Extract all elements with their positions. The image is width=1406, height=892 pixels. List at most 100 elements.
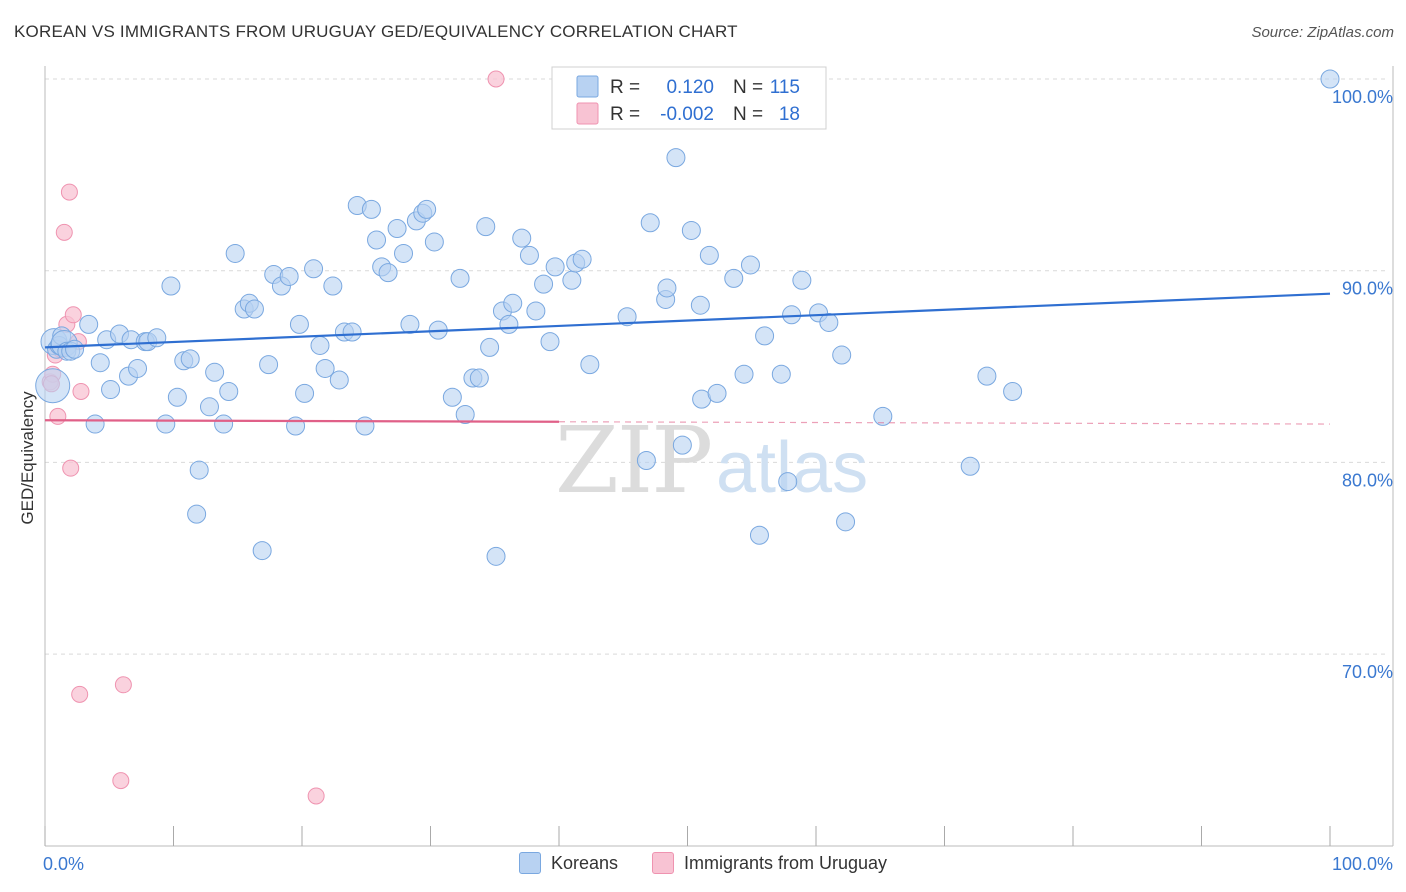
data-point-korean: [960, 456, 980, 476]
stats-n-label: N =: [733, 77, 763, 98]
gridlines: [45, 78, 1388, 655]
data-point-korean: [540, 332, 560, 352]
y-tick-label: 70.0%: [1342, 662, 1393, 682]
data-point-korean: [189, 460, 209, 480]
y-tick-label: 90.0%: [1342, 279, 1393, 299]
data-point-korean: [315, 358, 335, 378]
watermark-atlas: atlas: [716, 428, 868, 508]
data-point-korean: [977, 366, 997, 386]
data-point-korean: [85, 414, 105, 434]
data-point-korean: [329, 370, 349, 390]
stats-n-value: 18: [779, 104, 800, 125]
x-tick-label: 100.0%: [1332, 854, 1393, 874]
data-point-korean: [836, 512, 856, 532]
stats-n-value: 115: [770, 77, 800, 98]
data-point-korean: [187, 504, 207, 524]
y-tick-label: 100.0%: [1332, 87, 1393, 107]
data-point-korean: [279, 266, 299, 286]
chart-title: KOREAN VS IMMIGRANTS FROM URUGUAY GED/EQ…: [14, 22, 738, 41]
data-point-korean: [476, 217, 496, 237]
trend-lines: [44, 292, 1331, 425]
legend-swatch-koreans: [518, 852, 541, 874]
x-tick-label: 0.0%: [43, 854, 84, 874]
data-point-korean: [526, 301, 546, 321]
data-point-korean: [90, 353, 110, 373]
data-point-korean: [572, 249, 592, 269]
data-point-korean: [387, 219, 407, 239]
data-point-korean: [424, 232, 444, 252]
data-point-korean: [782, 305, 802, 325]
data-point-uruguay: [487, 70, 505, 88]
data-point-korean: [707, 383, 727, 403]
data-point-korean: [455, 404, 475, 424]
data-point-korean: [681, 220, 701, 240]
watermark-zip: ZIP: [555, 407, 711, 514]
legend-item-uruguay: Immigrants from Uruguay: [651, 852, 887, 874]
watermark: ZIP atlas: [555, 407, 868, 514]
data-point-korean: [205, 362, 225, 382]
legend-label: Koreans: [550, 852, 618, 873]
data-point-korean: [778, 472, 798, 492]
data-point-korean: [417, 199, 437, 219]
data-point-korean: [512, 228, 532, 248]
data-point-korean: [367, 230, 387, 250]
data-point-korean: [617, 307, 637, 327]
data-point-korean: [361, 199, 381, 219]
data-point-korean: [79, 314, 99, 334]
data-point-korean: [740, 255, 760, 275]
data-point-korean: [252, 541, 272, 561]
tick-labels: 100.0% 90.0% 80.0% 70.0% 0.0% 100.0%: [43, 87, 1393, 874]
trend-line-uruguay-extension: [558, 421, 1331, 425]
data-point-korean: [161, 276, 181, 296]
data-point-korean: [469, 368, 489, 388]
series-immigrants-from-uruguay: [41, 70, 505, 805]
axes: [44, 66, 1394, 847]
series-koreans: [35, 69, 1340, 566]
data-point-korean: [636, 450, 656, 470]
trend-line-uruguay: [44, 419, 560, 423]
data-point-korean: [259, 355, 279, 375]
data-point-korean: [355, 416, 375, 436]
data-point-korean: [672, 435, 692, 455]
data-point-korean: [295, 383, 315, 403]
stats-r-label: R =: [610, 77, 640, 98]
data-point-korean: [156, 414, 176, 434]
data-point-korean: [199, 397, 219, 417]
data-point-uruguay: [112, 772, 130, 790]
stats-r-value: 0.120: [666, 77, 714, 98]
data-point-korean: [832, 345, 852, 365]
data-point-korean: [873, 406, 893, 426]
y-axis-label: GED/Equivalency: [18, 391, 37, 525]
data-point-korean: [562, 270, 582, 290]
data-point-korean: [310, 335, 330, 355]
data-point-korean: [147, 328, 167, 348]
data-point-korean: [545, 257, 565, 277]
data-point-korean: [580, 355, 600, 375]
data-point-korean: [690, 295, 710, 315]
data-point-korean: [666, 148, 686, 168]
data-point-korean: [286, 416, 306, 436]
data-point-korean: [323, 276, 343, 296]
data-point-korean: [378, 263, 398, 283]
data-point-korean: [225, 243, 245, 263]
data-point-korean: [819, 312, 839, 332]
data-point-korean: [519, 245, 539, 265]
data-point-korean: [304, 259, 324, 279]
data-point-korean: [734, 364, 754, 384]
data-point-korean: [219, 381, 239, 401]
legend-swatch-uruguay: [651, 852, 674, 874]
data-point-korean: [450, 268, 470, 288]
data-point-uruguay: [49, 407, 67, 425]
stats-r-value: -0.002: [660, 104, 714, 125]
stats-legend: R = 0.120 N = 115 R = -0.002 N = 18: [551, 66, 827, 130]
data-point-korean: [214, 414, 234, 434]
data-point-korean: [724, 268, 744, 288]
data-point-korean: [442, 387, 462, 407]
data-point-korean: [167, 387, 187, 407]
data-point-korean: [244, 299, 264, 319]
data-point-korean: [657, 278, 677, 298]
data-point-uruguay: [72, 382, 90, 400]
data-point-korean: [792, 270, 812, 290]
data-point-korean: [699, 245, 719, 265]
